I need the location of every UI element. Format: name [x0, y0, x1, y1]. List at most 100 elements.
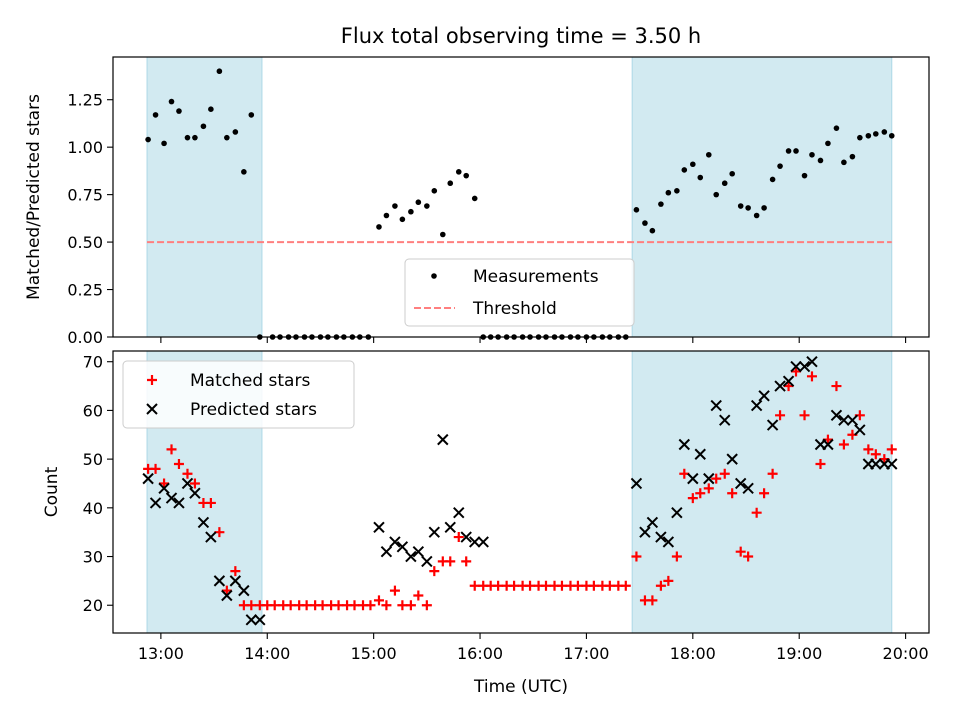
matched-star-point: [870, 449, 881, 460]
predicted-star-point: [405, 550, 417, 563]
matched-star-point: [317, 600, 328, 611]
measurement-point: [431, 188, 438, 194]
measurement-point: [737, 203, 744, 209]
measurement-point: [761, 205, 767, 211]
measurement-point: [665, 189, 672, 196]
matched-star-point: [189, 478, 200, 489]
predicted-star-point: [396, 541, 409, 553]
predicted-star-point: [646, 516, 659, 529]
matched-star-point: [214, 527, 225, 538]
predicted-star-point: [734, 477, 747, 490]
predicted-star-point: [158, 482, 170, 495]
matched-star-point: [205, 497, 216, 508]
measurement-point: [865, 132, 872, 139]
measurement-point: [833, 125, 840, 131]
matched-star-point: [373, 595, 384, 606]
axes-frame: [112, 56, 930, 338]
matched-star-point: [695, 488, 706, 499]
matched-star-point: [269, 600, 280, 611]
legend-box: [122, 360, 355, 429]
predicted-star-point: [742, 482, 754, 495]
matched-star-point: [751, 507, 762, 518]
predicted-star-point: [221, 589, 233, 602]
predicted-star-point: [726, 453, 738, 465]
measurement-point: [161, 140, 167, 147]
predicted-star-point: [380, 545, 393, 558]
measurement-point: [888, 132, 895, 139]
x-tick-label: 19:00: [776, 644, 822, 663]
y-tick-label: 0.00: [67, 328, 103, 347]
measurement-point: [658, 201, 664, 207]
measurement-point: [248, 112, 255, 118]
y-tick-label: 20: [83, 596, 103, 615]
predicted-star-point: [373, 521, 385, 534]
matched-star-point: [703, 483, 714, 494]
matched-star-point: [863, 444, 874, 455]
matched-star-point: [525, 580, 536, 591]
predicted-star-point: [630, 477, 643, 490]
predicted-star-point: [197, 516, 210, 529]
matched-star-point: [173, 458, 184, 469]
measurement-point: [463, 172, 470, 179]
predicted-star-point: [173, 497, 185, 509]
matched-star-point: [421, 600, 432, 611]
predicted-star-point: [453, 506, 465, 519]
measurement-point: [440, 231, 446, 238]
measurement-point: [753, 212, 760, 219]
measurement-point: [633, 207, 640, 213]
matched-star-point: [886, 444, 897, 455]
matched-star-point: [759, 488, 770, 499]
matched-star-point: [791, 366, 802, 377]
chart-title: Flux total observing time = 3.50 h: [341, 24, 701, 48]
measurement-point: [415, 199, 422, 206]
predicted-star-point: [886, 458, 898, 470]
matched-star-point: [783, 381, 794, 392]
predicted-star-point: [798, 360, 811, 373]
measurement-point: [817, 157, 824, 164]
measurement-point: [849, 153, 856, 160]
y-tick-label: 30: [83, 548, 103, 567]
matched-star-point: [230, 566, 241, 577]
predicted-star-point: [444, 521, 456, 534]
measurement-point: [697, 174, 704, 181]
y-axis-label: Matched/Predicted stars: [24, 94, 44, 300]
measurement-point: [785, 148, 792, 154]
predicted-star-point: [766, 419, 779, 431]
measurement-point: [455, 169, 462, 175]
predicted-star-point: [710, 399, 722, 412]
matched-star-point: [815, 458, 826, 469]
measurement-point: [176, 108, 182, 114]
predicted-star-point: [838, 414, 850, 426]
measurement-point: [705, 151, 712, 158]
matched-star-point: [493, 580, 504, 591]
predicted-star-point: [774, 380, 786, 392]
measurement-point: [383, 212, 390, 219]
matched-star-point: [333, 600, 344, 611]
measurement-point: [192, 134, 198, 141]
x-tick-label: 17:00: [563, 644, 609, 663]
matched-star-point: [182, 468, 193, 479]
legend-matched-marker: [147, 375, 157, 385]
measurement-point: [241, 169, 247, 175]
y-tick-label: 0.50: [67, 233, 103, 252]
measurement-point: [424, 203, 430, 209]
matched-star-point: [405, 600, 416, 611]
predicted-star-point: [782, 375, 795, 387]
matched-star-point: [246, 600, 257, 611]
measurement-point: [208, 106, 214, 113]
predicted-star-point: [181, 477, 194, 490]
predicted-star-point: [639, 526, 651, 538]
predicted-star-point: [758, 390, 770, 402]
legend: Measurements Threshold: [404, 258, 635, 327]
matched-star-point: [429, 566, 440, 577]
x-tick-label: 18:00: [670, 644, 716, 663]
y-tick-label: 0.75: [67, 186, 103, 205]
matched-star-point: [620, 580, 631, 591]
matched-star-point: [679, 468, 690, 479]
matched-star-point: [687, 493, 698, 504]
matched-star-point: [285, 600, 296, 611]
axes-frame: [112, 350, 930, 634]
predicted-star-point: [149, 497, 162, 509]
measurement-point: [690, 161, 696, 168]
